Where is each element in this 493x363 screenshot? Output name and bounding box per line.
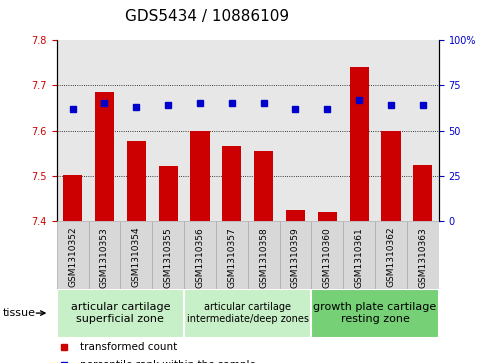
Bar [312, 221, 343, 289]
Bar [216, 40, 247, 221]
Bar [318, 212, 337, 221]
Bar [57, 221, 89, 289]
Bar [184, 221, 216, 289]
Text: GSM1310362: GSM1310362 [387, 227, 395, 287]
Bar [159, 166, 177, 221]
Bar [89, 221, 120, 289]
Bar [343, 40, 375, 221]
Text: transformed count: transformed count [80, 342, 177, 352]
Text: GSM1310354: GSM1310354 [132, 227, 141, 287]
Text: GSM1310356: GSM1310356 [195, 227, 205, 287]
Bar [95, 92, 114, 221]
Text: GSM1310360: GSM1310360 [323, 227, 332, 287]
Text: GSM1310359: GSM1310359 [291, 227, 300, 287]
Bar [312, 40, 343, 221]
Bar [63, 175, 82, 221]
Text: percentile rank within the sample: percentile rank within the sample [80, 360, 255, 363]
Bar [280, 221, 312, 289]
Bar [286, 210, 305, 221]
Bar [247, 221, 280, 289]
Text: GSM1310361: GSM1310361 [354, 227, 364, 287]
Bar [312, 289, 439, 338]
Bar [375, 40, 407, 221]
Bar [127, 140, 146, 221]
Bar [280, 40, 312, 221]
Text: GSM1310355: GSM1310355 [164, 227, 173, 287]
Bar [184, 40, 216, 221]
Text: articular cartilage
superficial zone: articular cartilage superficial zone [70, 302, 170, 324]
Bar [57, 40, 89, 221]
Bar [190, 131, 210, 221]
Bar [247, 40, 280, 221]
Text: GSM1310357: GSM1310357 [227, 227, 236, 287]
Bar [382, 131, 400, 221]
Bar [120, 40, 152, 221]
Text: GDS5434 / 10886109: GDS5434 / 10886109 [125, 9, 289, 24]
Bar [407, 40, 439, 221]
Text: tissue: tissue [2, 308, 35, 318]
Text: articular cartilage
intermediate/deep zones: articular cartilage intermediate/deep zo… [187, 302, 309, 324]
Bar [375, 221, 407, 289]
Text: growth plate cartilage
resting zone: growth plate cartilage resting zone [314, 302, 437, 324]
Bar [222, 146, 242, 221]
Bar [413, 165, 432, 221]
Text: GSM1310358: GSM1310358 [259, 227, 268, 287]
Bar [184, 289, 312, 338]
Bar [152, 221, 184, 289]
Bar [57, 289, 184, 338]
Bar [254, 151, 273, 221]
Bar [407, 221, 439, 289]
Bar [343, 221, 375, 289]
Bar [152, 40, 184, 221]
Text: GSM1310352: GSM1310352 [68, 227, 77, 287]
Bar [120, 221, 152, 289]
Bar [216, 221, 247, 289]
Text: GSM1310363: GSM1310363 [419, 227, 427, 287]
Text: GSM1310353: GSM1310353 [100, 227, 109, 287]
Bar [350, 67, 369, 221]
Bar [89, 40, 120, 221]
